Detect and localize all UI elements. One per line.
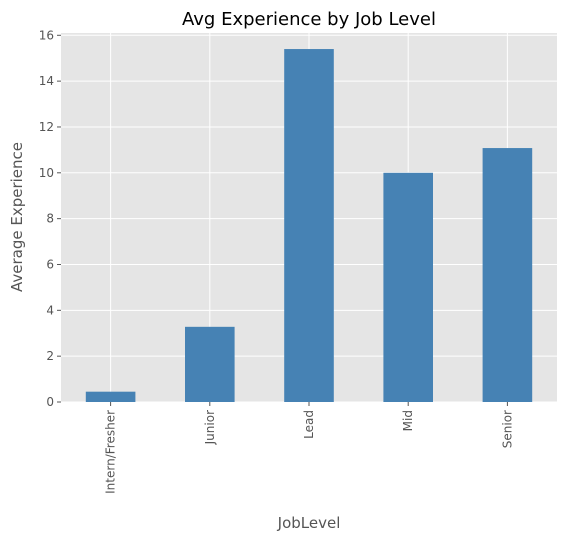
- x-axis-label: JobLevel: [277, 514, 341, 532]
- y-tick-label: 6: [46, 257, 54, 271]
- y-axis-ticks: 0 2 4 6 8 10 12 14 16: [39, 28, 61, 409]
- x-tick-label: Junior: [203, 410, 217, 445]
- y-tick-label: 10: [39, 166, 54, 180]
- y-tick-label: 0: [46, 395, 54, 409]
- bar-lead: [284, 49, 334, 402]
- y-tick-label: 16: [39, 28, 54, 42]
- x-tick-label: Mid: [401, 410, 415, 431]
- y-tick-label: 2: [46, 349, 54, 363]
- x-tick-label: Senior: [500, 410, 514, 448]
- x-tick-label: Intern/Fresher: [104, 410, 118, 494]
- bar-mid: [383, 172, 433, 402]
- bar-intern-fresher: [85, 391, 136, 402]
- y-tick-label: 8: [46, 212, 54, 226]
- y-tick-label: 4: [46, 303, 54, 317]
- chart-title: Avg Experience by Job Level: [182, 9, 436, 30]
- y-tick-label: 12: [39, 120, 54, 134]
- y-tick-label: 14: [39, 74, 54, 88]
- x-axis-ticks: Intern/Fresher Junior Lead Mid Senior: [104, 402, 514, 494]
- x-tick-label: Lead: [302, 410, 316, 439]
- bars: [85, 49, 533, 402]
- bar-junior: [185, 326, 235, 402]
- bar-senior: [482, 148, 533, 402]
- y-axis-label: Average Experience: [8, 142, 26, 292]
